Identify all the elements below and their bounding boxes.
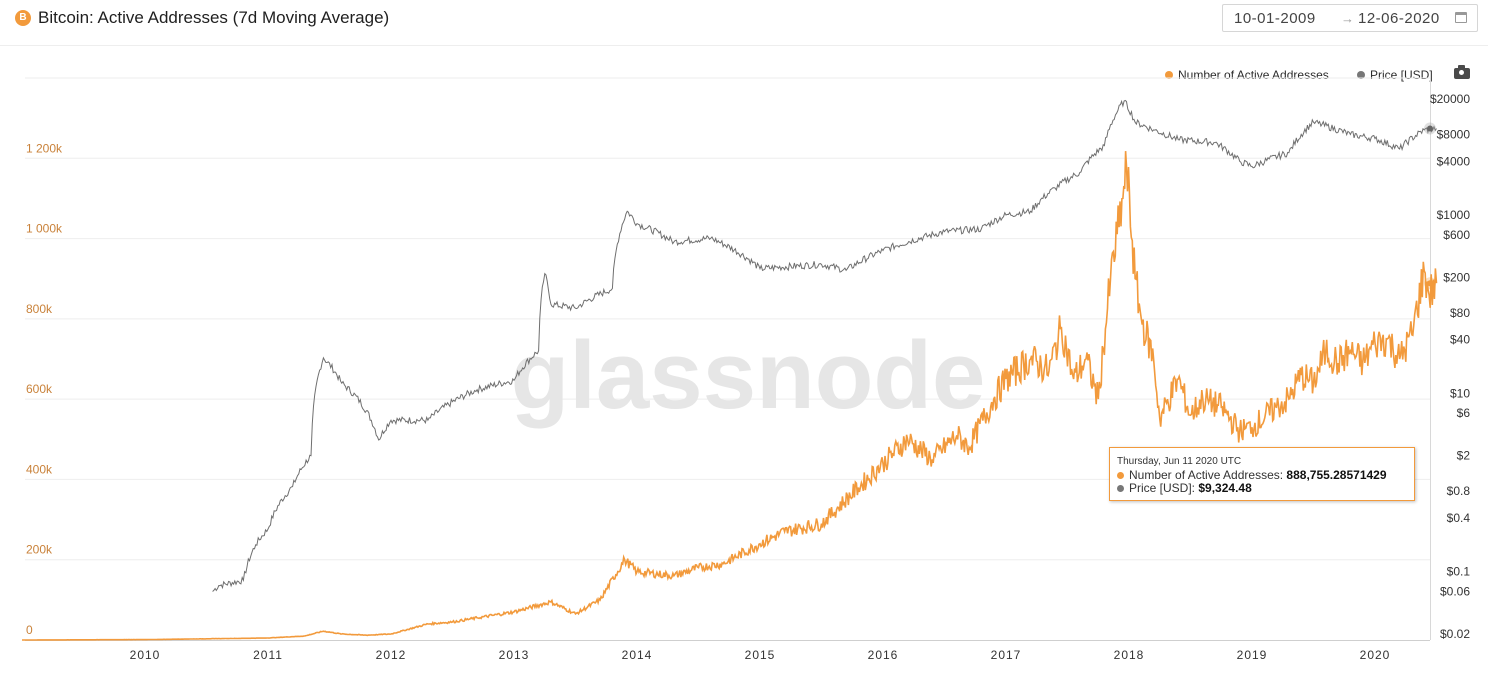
tooltip-label-price: Price [USD]: <box>1129 481 1196 495</box>
x-axis-tick-label: 2011 <box>253 648 283 662</box>
legend-dot-orange <box>1165 71 1173 79</box>
x-axis-tick-label: 2018 <box>1114 648 1145 662</box>
chart-header: B Bitcoin: Active Addresses (7d Moving A… <box>0 0 1488 40</box>
chart-tooltip: Thursday, Jun 11 2020 UTC Number of Acti… <box>1109 447 1415 501</box>
tooltip-label-active-addresses: Number of Active Addresses: <box>1129 468 1284 482</box>
right-axis-tick-label: $0.4 <box>1447 511 1471 525</box>
hover-marker-price <box>1427 125 1433 132</box>
right-axis-tick-label: $40 <box>1450 333 1470 347</box>
x-axis-tick-label: 2019 <box>1237 648 1268 662</box>
left-axis-tick-label: 600k <box>26 382 53 396</box>
x-axis-tick-label: 2015 <box>745 648 776 662</box>
tooltip-value-price: $9,324.48 <box>1198 481 1252 495</box>
camera-icon[interactable] <box>1454 65 1470 79</box>
left-axis-tick-label: 1 200k <box>26 141 63 155</box>
bitcoin-icon: B <box>15 10 31 26</box>
date-range-picker[interactable]: 10-01-2009 → 12-06-2020 <box>1222 4 1478 32</box>
right-axis-tick-label: $0.02 <box>1440 627 1470 641</box>
left-axis-tick-label: 1 000k <box>26 222 63 236</box>
tooltip-row-price: Price [USD]: $9,324.48 <box>1117 481 1252 495</box>
right-axis-tick-label: $600 <box>1443 228 1470 242</box>
left-axis-tick-label: 0 <box>26 623 33 637</box>
date-start-input[interactable]: 10-01-2009 <box>1234 10 1316 27</box>
calendar-icon[interactable] <box>1455 12 1467 23</box>
tooltip-row-active-addresses: Number of Active Addresses: 888,755.2857… <box>1117 468 1387 482</box>
left-axis-tick-label: 800k <box>26 302 53 316</box>
x-axis-tick-label: 2017 <box>991 648 1022 662</box>
right-axis-tick-label: $10 <box>1450 386 1470 400</box>
right-axis-tick-label: $2 <box>1457 449 1471 463</box>
right-axis-tick-label: $80 <box>1450 306 1470 320</box>
x-axis-tick-label: 2020 <box>1360 648 1391 662</box>
left-axis-tick-label: 200k <box>26 543 53 557</box>
right-axis-tick-label: $0.8 <box>1447 484 1471 498</box>
right-axis-tick-label: $6 <box>1457 406 1471 420</box>
hover-marker-active-addresses <box>1427 280 1433 287</box>
arrow-right-icon: → <box>1341 11 1354 26</box>
right-axis-tick-label: $0.06 <box>1440 584 1470 598</box>
x-axis-tick-label: 2014 <box>622 648 653 662</box>
tooltip-date: Thursday, Jun 11 2020 UTC <box>1117 456 1242 467</box>
right-axis-tick-label: $4000 <box>1437 154 1471 168</box>
right-axis-tick-label: $200 <box>1443 270 1470 284</box>
price-series-line <box>212 99 1437 592</box>
tooltip-value-active-addresses: 888,755.28571429 <box>1286 468 1387 482</box>
x-axis-tick-label: 2012 <box>376 648 407 662</box>
active-addresses-series-line <box>22 151 1438 641</box>
legend-dot-gray <box>1357 71 1365 79</box>
right-axis-tick-label: $8000 <box>1437 127 1471 141</box>
right-axis-tick-label: $0.1 <box>1447 565 1471 579</box>
date-end-input[interactable]: 12-06-2020 <box>1358 10 1440 27</box>
header-divider <box>0 45 1488 46</box>
right-axis-tick-label: $20000 <box>1430 92 1470 106</box>
watermark-text: glassnode <box>511 322 986 429</box>
x-axis-tick-label: 2013 <box>499 648 530 662</box>
left-axis-tick-label: 400k <box>26 462 53 476</box>
right-axis-tick-label: $1000 <box>1437 208 1471 222</box>
page-title: Bitcoin: Active Addresses (7d Moving Ave… <box>38 8 390 27</box>
x-axis-tick-label: 2016 <box>868 648 899 662</box>
x-axis-tick-label: 2010 <box>130 648 161 662</box>
